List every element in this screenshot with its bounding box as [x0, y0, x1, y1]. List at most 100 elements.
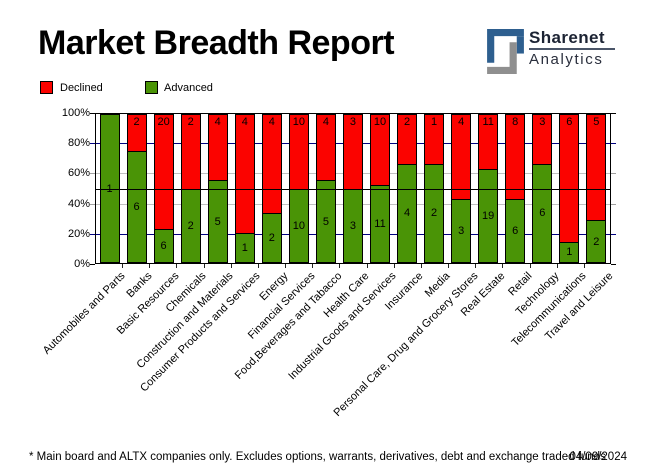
legend-declined-label: Declined	[60, 82, 103, 94]
logo-divider	[529, 48, 615, 50]
y-axis-label: 60%	[67, 167, 90, 180]
bar-advanced-segment: 2	[424, 163, 445, 263]
axis-tick	[611, 203, 616, 205]
bar-declined-segment: 11	[478, 114, 499, 169]
axis-tick	[90, 113, 95, 114]
bar-declined-segment: 5	[586, 114, 607, 221]
bar-declined-segment: 8	[505, 114, 526, 200]
declined-value-label: 1	[431, 116, 438, 129]
x-axis-tick	[393, 264, 395, 268]
declined-value-label: 6	[566, 116, 573, 129]
x-axis-tick	[448, 264, 450, 268]
bar-declined-segment: 4	[261, 114, 282, 214]
bars-container: 1262062245414210104533101124124311198636…	[96, 114, 610, 263]
fifty-percent-line	[95, 188, 611, 190]
page-title: Market Breadth Report	[38, 24, 395, 62]
bar-declined-segment: 3	[342, 114, 363, 189]
logo-subtitle: Analytics	[529, 51, 604, 68]
bar-advanced-segment: 2	[586, 220, 607, 263]
y-axis-label: 80%	[67, 137, 90, 150]
axis-tick	[611, 143, 616, 145]
declined-value-label: 4	[458, 116, 465, 129]
declined-value-label: 10	[292, 116, 305, 128]
x-axis-tick	[176, 264, 178, 268]
declined-value-label: 20	[157, 116, 170, 129]
bar-advanced-segment: 4	[397, 163, 418, 263]
axis-tick	[611, 264, 616, 265]
bar-advanced-segment: 10	[288, 188, 309, 263]
x-axis-tick	[312, 264, 314, 268]
x-axis-tick	[529, 264, 531, 268]
bar-advanced-segment: 1	[559, 241, 580, 263]
declined-value-label: 2	[133, 116, 140, 128]
x-axis-tick	[203, 264, 205, 268]
bar-slot: 10 10	[285, 114, 312, 263]
bar-advanced-segment: 6	[126, 151, 147, 263]
bar-slot: 10 11	[366, 114, 393, 263]
bar-advanced-segment: 11	[369, 184, 390, 263]
advanced-value-label: 19	[482, 209, 495, 222]
bar-declined-segment: 10	[288, 114, 309, 189]
declined-value-label: 11	[482, 116, 494, 129]
bar-advanced-segment: 2	[180, 188, 201, 263]
x-axis-tick	[257, 264, 259, 268]
y-axis-label: 40%	[67, 197, 90, 210]
bar-advanced-segment: 6	[532, 163, 553, 263]
bar-advanced-segment: 3	[342, 188, 363, 263]
axis-tick	[611, 113, 616, 114]
advanced-value-label: 1	[566, 246, 573, 259]
advanced-value-label: 5	[214, 215, 221, 228]
x-axis-tick	[420, 264, 422, 268]
logo-name: Sharenet	[529, 28, 605, 47]
bar-advanced-segment: 2	[261, 213, 282, 263]
x-axis-tick	[502, 264, 504, 268]
axis-tick	[611, 233, 616, 235]
advanced-value-label: 2	[431, 207, 438, 220]
declined-value-label: 10	[373, 116, 387, 129]
advanced-value-label: 2	[268, 232, 275, 245]
bar-declined-segment: 2	[126, 114, 147, 152]
report-date: 04/09/2024	[569, 451, 627, 463]
advanced-value-label: 6	[133, 201, 140, 214]
advanced-value-label: 2	[187, 219, 194, 232]
x-axis-tick	[583, 264, 585, 268]
declined-value-label: 3	[539, 116, 546, 129]
sharenet-s-icon	[487, 29, 524, 74]
bar-advanced-segment: 19	[478, 168, 499, 263]
advanced-value-label: 6	[539, 207, 546, 220]
bar-advanced-segment: 3	[451, 199, 472, 263]
bar-declined-segment: 4	[207, 114, 228, 181]
x-axis-tick	[475, 264, 477, 268]
legend-advanced-label: Advanced	[164, 82, 213, 94]
axis-tick	[611, 173, 616, 175]
sharenet-logo: Sharenet Analytics	[487, 29, 615, 74]
bar-slot: 11 19	[475, 114, 502, 263]
bar-declined-segment: 6	[559, 114, 580, 242]
footnote: * Main board and ALTX companies only. Ex…	[29, 451, 606, 463]
declined-value-label: 3	[349, 116, 356, 128]
advanced-value-label: 3	[458, 225, 465, 238]
advanced-value-label: 6	[160, 239, 167, 252]
declined-value-label: 5	[593, 116, 600, 129]
advanced-value-label: 10	[292, 219, 305, 232]
bar-advanced-segment: 6	[153, 228, 174, 263]
x-axis-tick	[285, 264, 287, 268]
advanced-value-label: 3	[349, 219, 356, 232]
advanced-value-label: 11	[374, 217, 386, 230]
axis-tick	[90, 264, 95, 265]
advanced-value-label: 6	[512, 225, 519, 238]
